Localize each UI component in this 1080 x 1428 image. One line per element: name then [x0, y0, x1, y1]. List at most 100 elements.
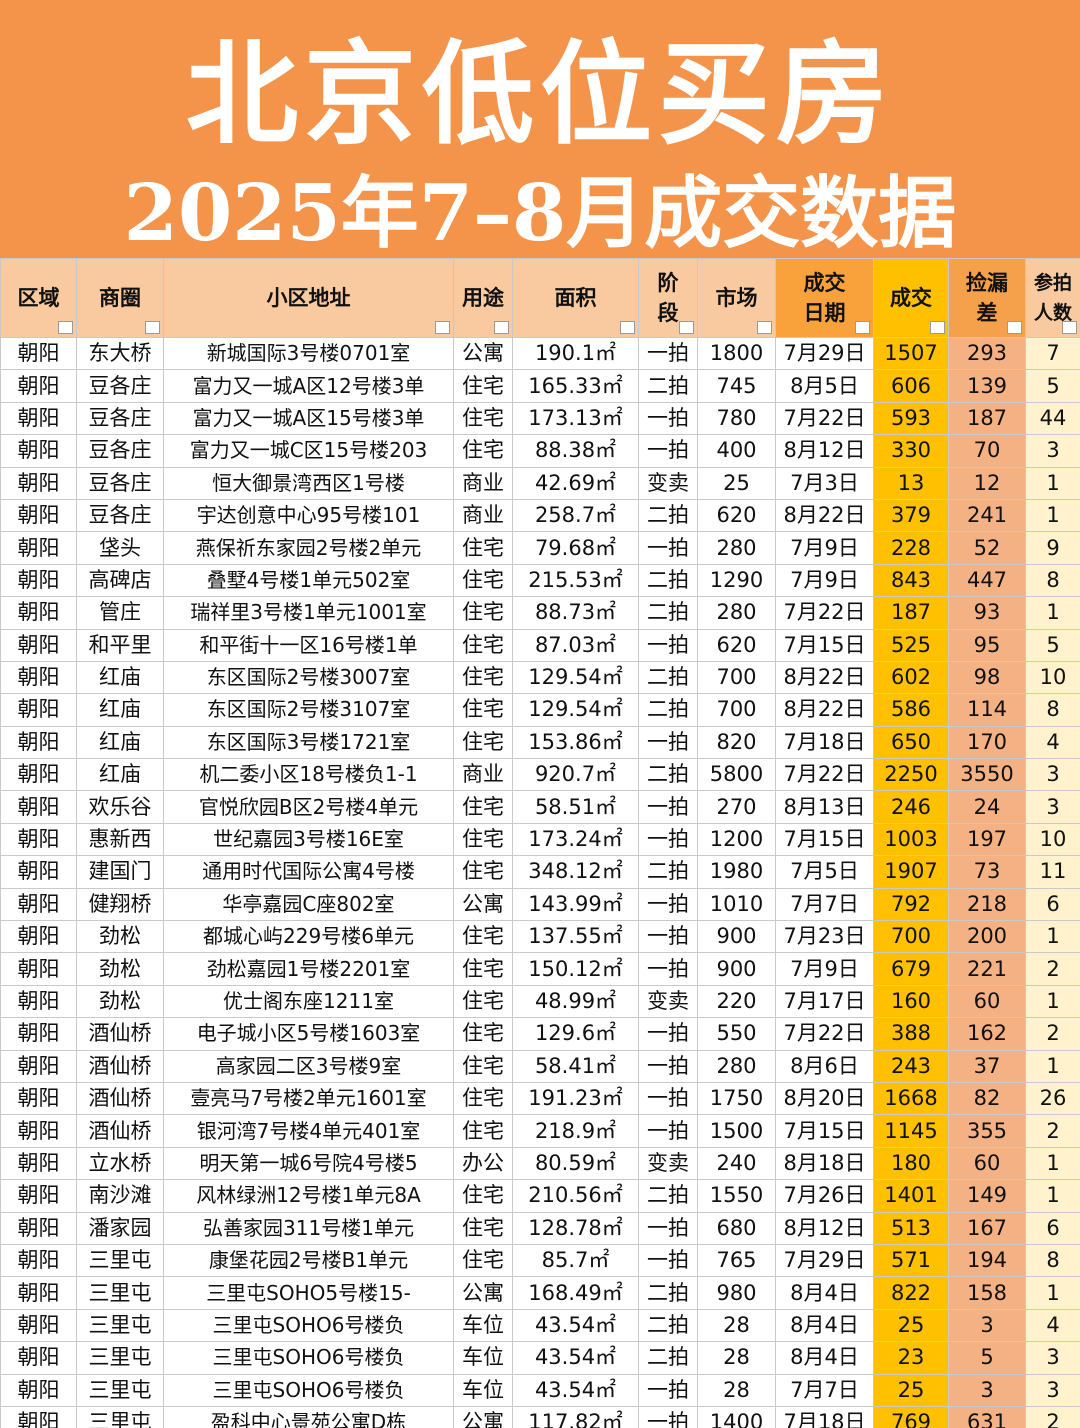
table-cell: 220: [697, 984, 776, 1019]
table-cell: 车位: [453, 1308, 513, 1343]
table-cell: 149: [948, 1179, 1026, 1213]
table-cell: 三里屯SOHO6号楼负: [163, 1373, 454, 1407]
table-cell: 447: [948, 563, 1026, 598]
table-cell: 朝阳: [0, 693, 77, 727]
table-cell: 200: [948, 920, 1026, 954]
column-header: 区域: [0, 258, 77, 338]
table-cell: 朝阳: [0, 531, 77, 565]
table-cell: 公寓: [453, 1405, 513, 1428]
table-cell: 风林绿洲12号楼1单元8A: [163, 1179, 454, 1213]
table-cell: 8月4日: [775, 1341, 874, 1375]
table-cell: 679: [873, 952, 949, 986]
table-cell: 48.99㎡: [512, 984, 639, 1019]
table-cell: 1907: [873, 855, 949, 889]
table-cell: 1200: [697, 822, 776, 857]
table-cell: 7月9日: [775, 563, 874, 598]
table-cell: 980: [697, 1276, 776, 1310]
table-cell: 1: [1025, 466, 1080, 500]
table-cell: 3: [948, 1308, 1026, 1343]
table-cell: 23: [873, 1341, 949, 1375]
table-cell: 公寓: [453, 887, 513, 922]
table-cell: 7月22日: [775, 596, 874, 630]
table-cell: 780: [697, 401, 776, 436]
table-cell: 8: [1025, 693, 1080, 727]
table-cell: 7月9日: [775, 531, 874, 565]
table-cell: 173.24㎡: [512, 822, 639, 857]
table-cell: 一拍: [638, 1405, 698, 1428]
table-cell: 叠墅4号楼1单元502室: [163, 563, 454, 598]
table-cell: 7月15日: [775, 822, 874, 857]
table-cell: 健翔桥: [76, 887, 164, 922]
table-cell: 豆各庄: [76, 466, 164, 500]
table-cell: 6: [1025, 887, 1080, 922]
table-row: 朝阳 酒仙桥 电子城小区5号楼1603室 住宅 129.6㎡ 一拍 550 7月22日 388 1…: [0, 1017, 1080, 1051]
table-cell: 朝阳: [0, 1341, 77, 1375]
table-cell: 宇达创意中心95号楼101: [163, 498, 454, 533]
table-cell: 1003: [873, 822, 949, 857]
table-row: 朝阳 潘家园 弘善家园311号楼1单元 住宅 128.78㎡ 一拍 680 8月12日 513 1…: [0, 1211, 1080, 1245]
table-cell: 129.54㎡: [512, 660, 639, 695]
table-cell: 180: [873, 1146, 949, 1181]
table-row: 朝阳 东大桥 新城国际3号楼0701室 公寓 190.1㎡ 一拍 1800 7月29日 1507…: [0, 336, 1080, 371]
table-cell: 191.23㎡: [512, 1081, 639, 1116]
table-cell: 一拍: [638, 628, 698, 662]
banner: 北京低位买房 2025年7–8月成交数据: [0, 0, 1080, 259]
table-cell: 228: [873, 531, 949, 565]
table-cell: 258.7㎡: [512, 498, 639, 533]
table-cell: 1: [1025, 1049, 1080, 1083]
table-cell: 朝阳: [0, 466, 77, 500]
table-cell: 5: [1025, 369, 1080, 403]
table-cell: 住宅: [453, 660, 513, 695]
table-cell: 8月12日: [775, 1211, 874, 1245]
table-cell: 150.12㎡: [512, 952, 639, 986]
table-row: 朝阳 欢乐谷 官悦欣园B区2号楼4单元 住宅 58.51㎡ 一拍 270 8月13日 246 24…: [0, 790, 1080, 824]
table-cell: 红庙: [76, 660, 164, 695]
table-cell: 朝阳: [0, 1017, 77, 1051]
table-cell: 1980: [697, 855, 776, 889]
table-cell: 电子城小区5号楼1603室: [163, 1017, 454, 1051]
table-cell: 2: [1025, 1017, 1080, 1051]
table-row: 朝阳 红庙 东区国际2号楼3107室 住宅 129.54㎡ 二拍 700 8月22日 586 11…: [0, 693, 1080, 727]
table-cell: 一拍: [638, 531, 698, 565]
table-cell: 221: [948, 952, 1026, 986]
table-cell: 7月15日: [775, 628, 874, 662]
table-cell: 瑞祥里3号楼1单元1001室: [163, 596, 454, 630]
table-cell: 12: [948, 466, 1026, 500]
table-cell: 44: [1025, 401, 1080, 436]
table-cell: 2250: [873, 758, 949, 792]
table-cell: 602: [873, 660, 949, 695]
table-cell: 豆各庄: [76, 498, 164, 533]
column-header: 捡漏 差: [948, 258, 1026, 338]
table-cell: 80.59㎡: [512, 1146, 639, 1181]
table-cell: 7月17日: [775, 984, 874, 1019]
table-cell: 住宅: [453, 1049, 513, 1083]
table-cell: 酒仙桥: [76, 1114, 164, 1148]
table-cell: 60: [948, 984, 1026, 1019]
table-row: 朝阳 健翔桥 华亭嘉园C座802室 公寓 143.99㎡ 一拍 1010 7月7日 792 218…: [0, 887, 1080, 922]
table-cell: 豆各庄: [76, 369, 164, 403]
table-body: 朝阳 东大桥 新城国际3号楼0701室 公寓 190.1㎡ 一拍 1800 7月29日 1507…: [0, 336, 1080, 1428]
table-cell: 25: [873, 1308, 949, 1343]
table-cell: 210.56㎡: [512, 1179, 639, 1213]
table-cell: 1: [1025, 1179, 1080, 1213]
table-cell: 和平里: [76, 628, 164, 662]
table-cell: 586: [873, 693, 949, 727]
table-cell: 三里屯SOHO5号楼15-: [163, 1276, 454, 1310]
table-cell: 167: [948, 1211, 1026, 1245]
table-cell: 二拍: [638, 660, 698, 695]
column-header: 成交 日期: [775, 258, 874, 338]
table-row: 朝阳 红庙 东区国际2号楼3007室 住宅 129.54㎡ 二拍 700 8月22日 602 98…: [0, 660, 1080, 695]
table-cell: 388: [873, 1017, 949, 1051]
table-cell: 朝阳: [0, 1373, 77, 1407]
table-cell: 7月23日: [775, 920, 874, 954]
table-cell: 11: [1025, 855, 1080, 889]
table-cell: 劲松嘉园1号楼2201室: [163, 952, 454, 986]
table-cell: 都城心屿229号楼6单元: [163, 920, 454, 954]
table-cell: 8月12日: [775, 434, 874, 468]
table-cell: 1500: [697, 1114, 776, 1148]
table-cell: 1668: [873, 1081, 949, 1116]
subtitle: 2025年7–8月成交数据: [123, 168, 957, 259]
table-cell: 168.49㎡: [512, 1276, 639, 1310]
table-cell: 215.53㎡: [512, 563, 639, 598]
table-cell: 朝阳: [0, 758, 77, 792]
